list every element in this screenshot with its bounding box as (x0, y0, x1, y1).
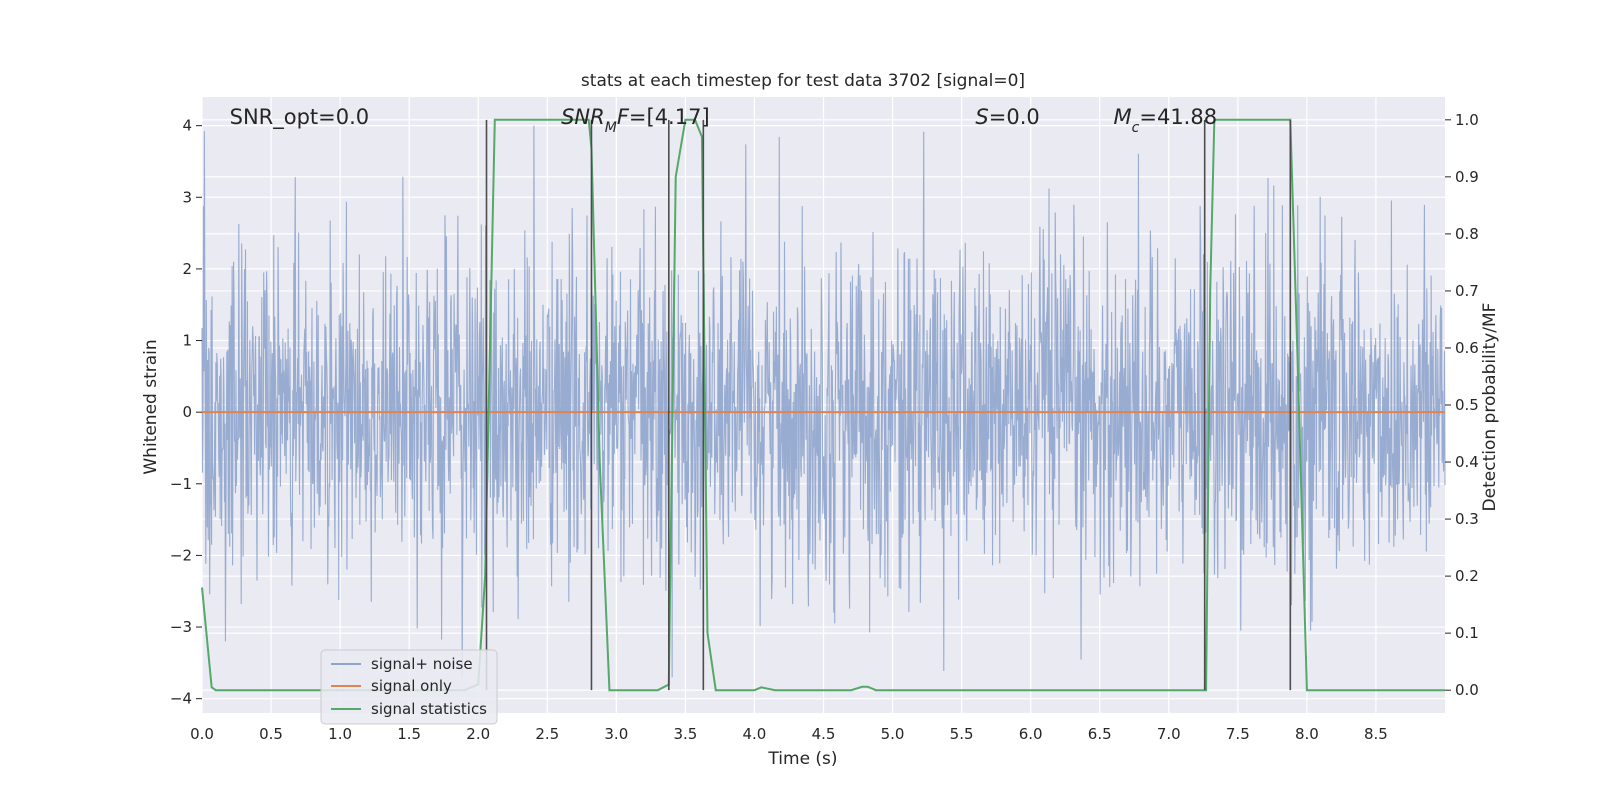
y-tick-label: 0 (182, 403, 192, 421)
annotation-snr-mf: SNRMF=[4.17] (561, 105, 710, 136)
x-tick-label: 0.0 (190, 725, 214, 743)
x-tick-label: 6.0 (1019, 725, 1043, 743)
x-tick-label: 4.0 (743, 725, 767, 743)
x-axis-label: Time (s) (767, 749, 837, 769)
y2-tick-label: 0.5 (1455, 396, 1479, 414)
annotation-mc: Mc=41.88 (1114, 105, 1218, 136)
series-signal-plus-noise (201, 125, 1446, 678)
annotations: SNR_opt=0.0 SNRMF=[4.17] S=0.0 Mc=41.88 (230, 105, 1217, 136)
chart-title: stats at each timestep for test data 370… (581, 71, 1025, 91)
vertical-markers (485, 119, 1292, 691)
x-tick-label: 3.5 (673, 725, 697, 743)
x-tick-label: 3.0 (604, 725, 628, 743)
y-axis-label: Whitened strain (141, 339, 161, 474)
x-tick-label: 1.5 (397, 725, 421, 743)
legend-label-signal-plus-noise: signal+ noise (371, 655, 473, 673)
legend-label-signal-statistics: signal statistics (371, 700, 487, 718)
x-tick-label: 1.0 (328, 725, 352, 743)
y-tick-label: 3 (182, 188, 192, 206)
y2-tick-label: 0.9 (1455, 168, 1479, 186)
y2-tick-label: 0.1 (1455, 624, 1479, 642)
x-tick-label: 8.0 (1295, 725, 1319, 743)
legend-box (320, 649, 498, 725)
x-tick-label: 7.0 (1157, 725, 1181, 743)
annotation-s: S=0.0 (975, 105, 1039, 129)
y2-tick-label: 1.0 (1455, 111, 1479, 129)
y-tick-label: −3 (170, 618, 192, 636)
x-tick-label: 4.5 (812, 725, 836, 743)
y2-tick-label: 0.2 (1455, 567, 1479, 585)
legend: signal+ noise signal only signal statist… (320, 649, 498, 725)
y2-tick-label: 0.4 (1455, 453, 1479, 471)
y2-tick-label: 0.7 (1455, 282, 1479, 300)
y-tick-label: −4 (170, 690, 192, 708)
y-tick-label: 1 (182, 332, 192, 350)
x-tick-label: 7.5 (1226, 725, 1250, 743)
series-lines (201, 118, 1445, 692)
y-tick-label: 4 (182, 117, 192, 135)
y2-tick-label: 0.6 (1455, 339, 1479, 357)
x-tick-label: 2.0 (466, 725, 490, 743)
y-tick-label: 2 (182, 260, 192, 278)
x-tick-label: 8.5 (1364, 725, 1388, 743)
y-tick-label: −2 (170, 546, 192, 564)
y2-tick-label: 0.0 (1455, 681, 1479, 699)
y2-tick-label: 0.3 (1455, 510, 1479, 528)
x-tick-label: 0.5 (259, 725, 283, 743)
x-tick-label: 5.0 (881, 725, 905, 743)
signal-statistics-line (201, 118, 1445, 692)
signal-plus-noise-trace (201, 125, 1446, 678)
grid (201, 97, 1445, 713)
y2-axis-label: Detection probability/MF (1480, 303, 1500, 512)
y-tick-label: −1 (170, 475, 192, 493)
legend-label-signal-only: signal only (371, 677, 452, 695)
x-tick-label: 6.5 (1088, 725, 1112, 743)
x-tick-label: 2.5 (535, 725, 559, 743)
x-tick-label: 5.5 (950, 725, 974, 743)
annotation-snr-opt: SNR_opt=0.0 (230, 105, 370, 130)
y2-tick-label: 0.8 (1455, 225, 1479, 243)
ticks: 0.0 0.5 1.0 1.5 2.0 2.5 3.0 3.5 4.0 4.5 5.0 5.5 6.0 6… (170, 111, 1479, 743)
